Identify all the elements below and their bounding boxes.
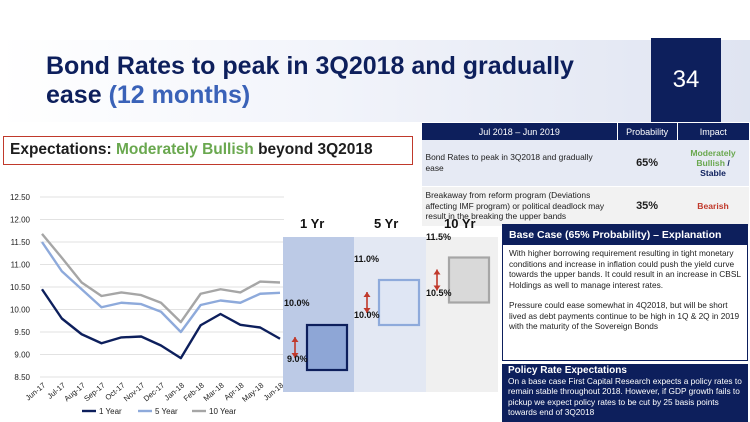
page-number: 34 <box>651 38 721 122</box>
yield-line-chart: 12.50 12.00 11.50 11.00 10.50 10.00 9.50 9.00 8.… <box>10 193 286 416</box>
x-tick-label: Nov-17 <box>122 381 147 404</box>
header-band <box>0 40 750 122</box>
x-tick-label: Aug-17 <box>62 381 87 404</box>
y-tick-label: 11.50 <box>11 238 31 247</box>
band-1yr-high: 10.0% <box>284 298 310 308</box>
band-5yr-high: 11.0% <box>354 254 380 264</box>
band-box-0 <box>305 323 349 372</box>
policy-body: On a base case First Capital Research ex… <box>508 376 742 417</box>
base-case-para-1: With higher borrowing requirement result… <box>509 248 741 290</box>
x-tick-label: Dec-17 <box>142 381 167 404</box>
band-marks <box>291 256 491 372</box>
table-row: Breakaway from reform program (Deviation… <box>421 186 749 227</box>
x-tick-label: Jan-18 <box>163 381 187 403</box>
series-line-10-year <box>41 233 281 324</box>
base-case-para-2: Pressure could ease somewhat in 4Q2018, … <box>509 300 740 331</box>
header-period: Jul 2018 – Jun 2019 <box>421 123 618 140</box>
base-case-panel: Base Case (65% Probability) – Explanatio… <box>502 224 748 361</box>
y-tick-label: 9.00 <box>14 351 30 360</box>
y-tick-label: 10.00 <box>10 306 31 315</box>
scenario-table: Jul 2018 – Jun 2019 Probability Impact B… <box>421 123 749 227</box>
row-impact: Bearish <box>677 186 749 227</box>
slide-title: Bond Rates to peak in 3Q2018 and gradual… <box>46 52 606 110</box>
band-label-1yr: 1 Yr <box>300 216 325 231</box>
policy-panel: Policy Rate Expectations On a base case … <box>502 364 748 422</box>
band-box-2 <box>447 256 491 304</box>
policy-heading: Policy Rate Expectations <box>508 365 627 376</box>
row-description: Bond Rates to peak in 3Q2018 and gradual… <box>421 140 618 187</box>
band-10yr-low: 10.5% <box>426 288 452 298</box>
band-10yr-high: 11.5% <box>426 232 452 242</box>
x-tick-label: May-18 <box>240 381 265 404</box>
band-box-1 <box>377 278 421 327</box>
title-main: Bond Rates to peak in 3Q2018 and gradual… <box>46 52 574 109</box>
chart-legend: 1 Year 5 Year 10 Year <box>82 407 236 416</box>
expectations-suffix: beyond 3Q2018 <box>258 141 373 158</box>
header-impact: Impact <box>676 123 749 140</box>
forecast-bands <box>283 237 498 392</box>
chart-gridlines <box>40 196 284 378</box>
series-line-1-year <box>41 288 281 360</box>
row-probability: 35% <box>617 186 678 227</box>
x-tick-label: Jun-17 <box>24 381 48 403</box>
impact-moderately-bullish: Moderately Bullish <box>690 147 736 168</box>
band-arrow-head-down <box>363 308 371 313</box>
y-tick-label: 8.50 <box>14 373 30 382</box>
band-arrow-head-up <box>363 292 371 297</box>
table-row: Bond Rates to peak in 3Q2018 and gradual… <box>421 140 749 187</box>
x-tick-label: Sep-17 <box>82 381 107 404</box>
band-arrow-head-up <box>433 269 441 275</box>
series-line-5-year <box>41 241 281 334</box>
x-tick-label: Mar-18 <box>202 381 226 403</box>
y-tick-label: 10.50 <box>10 283 31 292</box>
impact-stable: Stable <box>700 167 726 178</box>
band-arrow-head-down <box>433 285 441 291</box>
x-axis-ticks: Jun-17Jul-17Aug-17Sep-17Oct-17Nov-17Dec-… <box>24 381 286 404</box>
legend-label: 5 Year <box>155 407 178 416</box>
row-impact: Moderately Bullish / Stable <box>677 140 749 187</box>
series-lines <box>41 233 281 360</box>
band-label-10yr: 10 Yr <box>444 216 476 231</box>
row-probability: 65% <box>617 140 678 187</box>
band-5yr-low: 10.0% <box>354 310 380 320</box>
band-label-5yr: 5 Yr <box>374 216 399 231</box>
band-arrow-head-up <box>291 337 299 342</box>
header-probability: Probability <box>616 123 678 140</box>
expectations-prefix: Expectations: <box>10 141 112 158</box>
row-description: Breakaway from reform program (Deviation… <box>421 186 618 227</box>
legend-label: 10 Year <box>209 407 236 416</box>
y-tick-label: 12.50 <box>10 193 31 202</box>
y-tick-label: 12.00 <box>10 216 31 225</box>
band-arrow-head-down <box>291 353 299 358</box>
y-tick-label: 11.00 <box>11 261 31 270</box>
base-case-body: With higher borrowing requirement result… <box>503 245 747 345</box>
legend-label: 1 Year <box>99 407 122 416</box>
x-tick-label: Jun-18 <box>262 381 286 403</box>
x-tick-label: Feb-18 <box>182 381 206 403</box>
band-1yr-low: 9.0% <box>287 354 308 364</box>
y-tick-label: 9.50 <box>14 328 30 337</box>
expectations-banner: Expectations: Moderately Bullish beyond … <box>3 136 413 165</box>
impact-separator: / <box>724 157 730 168</box>
base-case-heading: Base Case (65% Probability) – Explanatio… <box>503 225 747 245</box>
y-axis-ticks: 12.50 12.00 11.50 11.00 10.50 10.00 9.50 9.00 8.… <box>10 193 31 382</box>
expectations-sentiment: Moderately Bullish <box>115 141 254 158</box>
scenario-table-header: Jul 2018 – Jun 2019 Probability Impact <box>421 123 749 140</box>
title-accent: (12 months) <box>108 81 251 109</box>
